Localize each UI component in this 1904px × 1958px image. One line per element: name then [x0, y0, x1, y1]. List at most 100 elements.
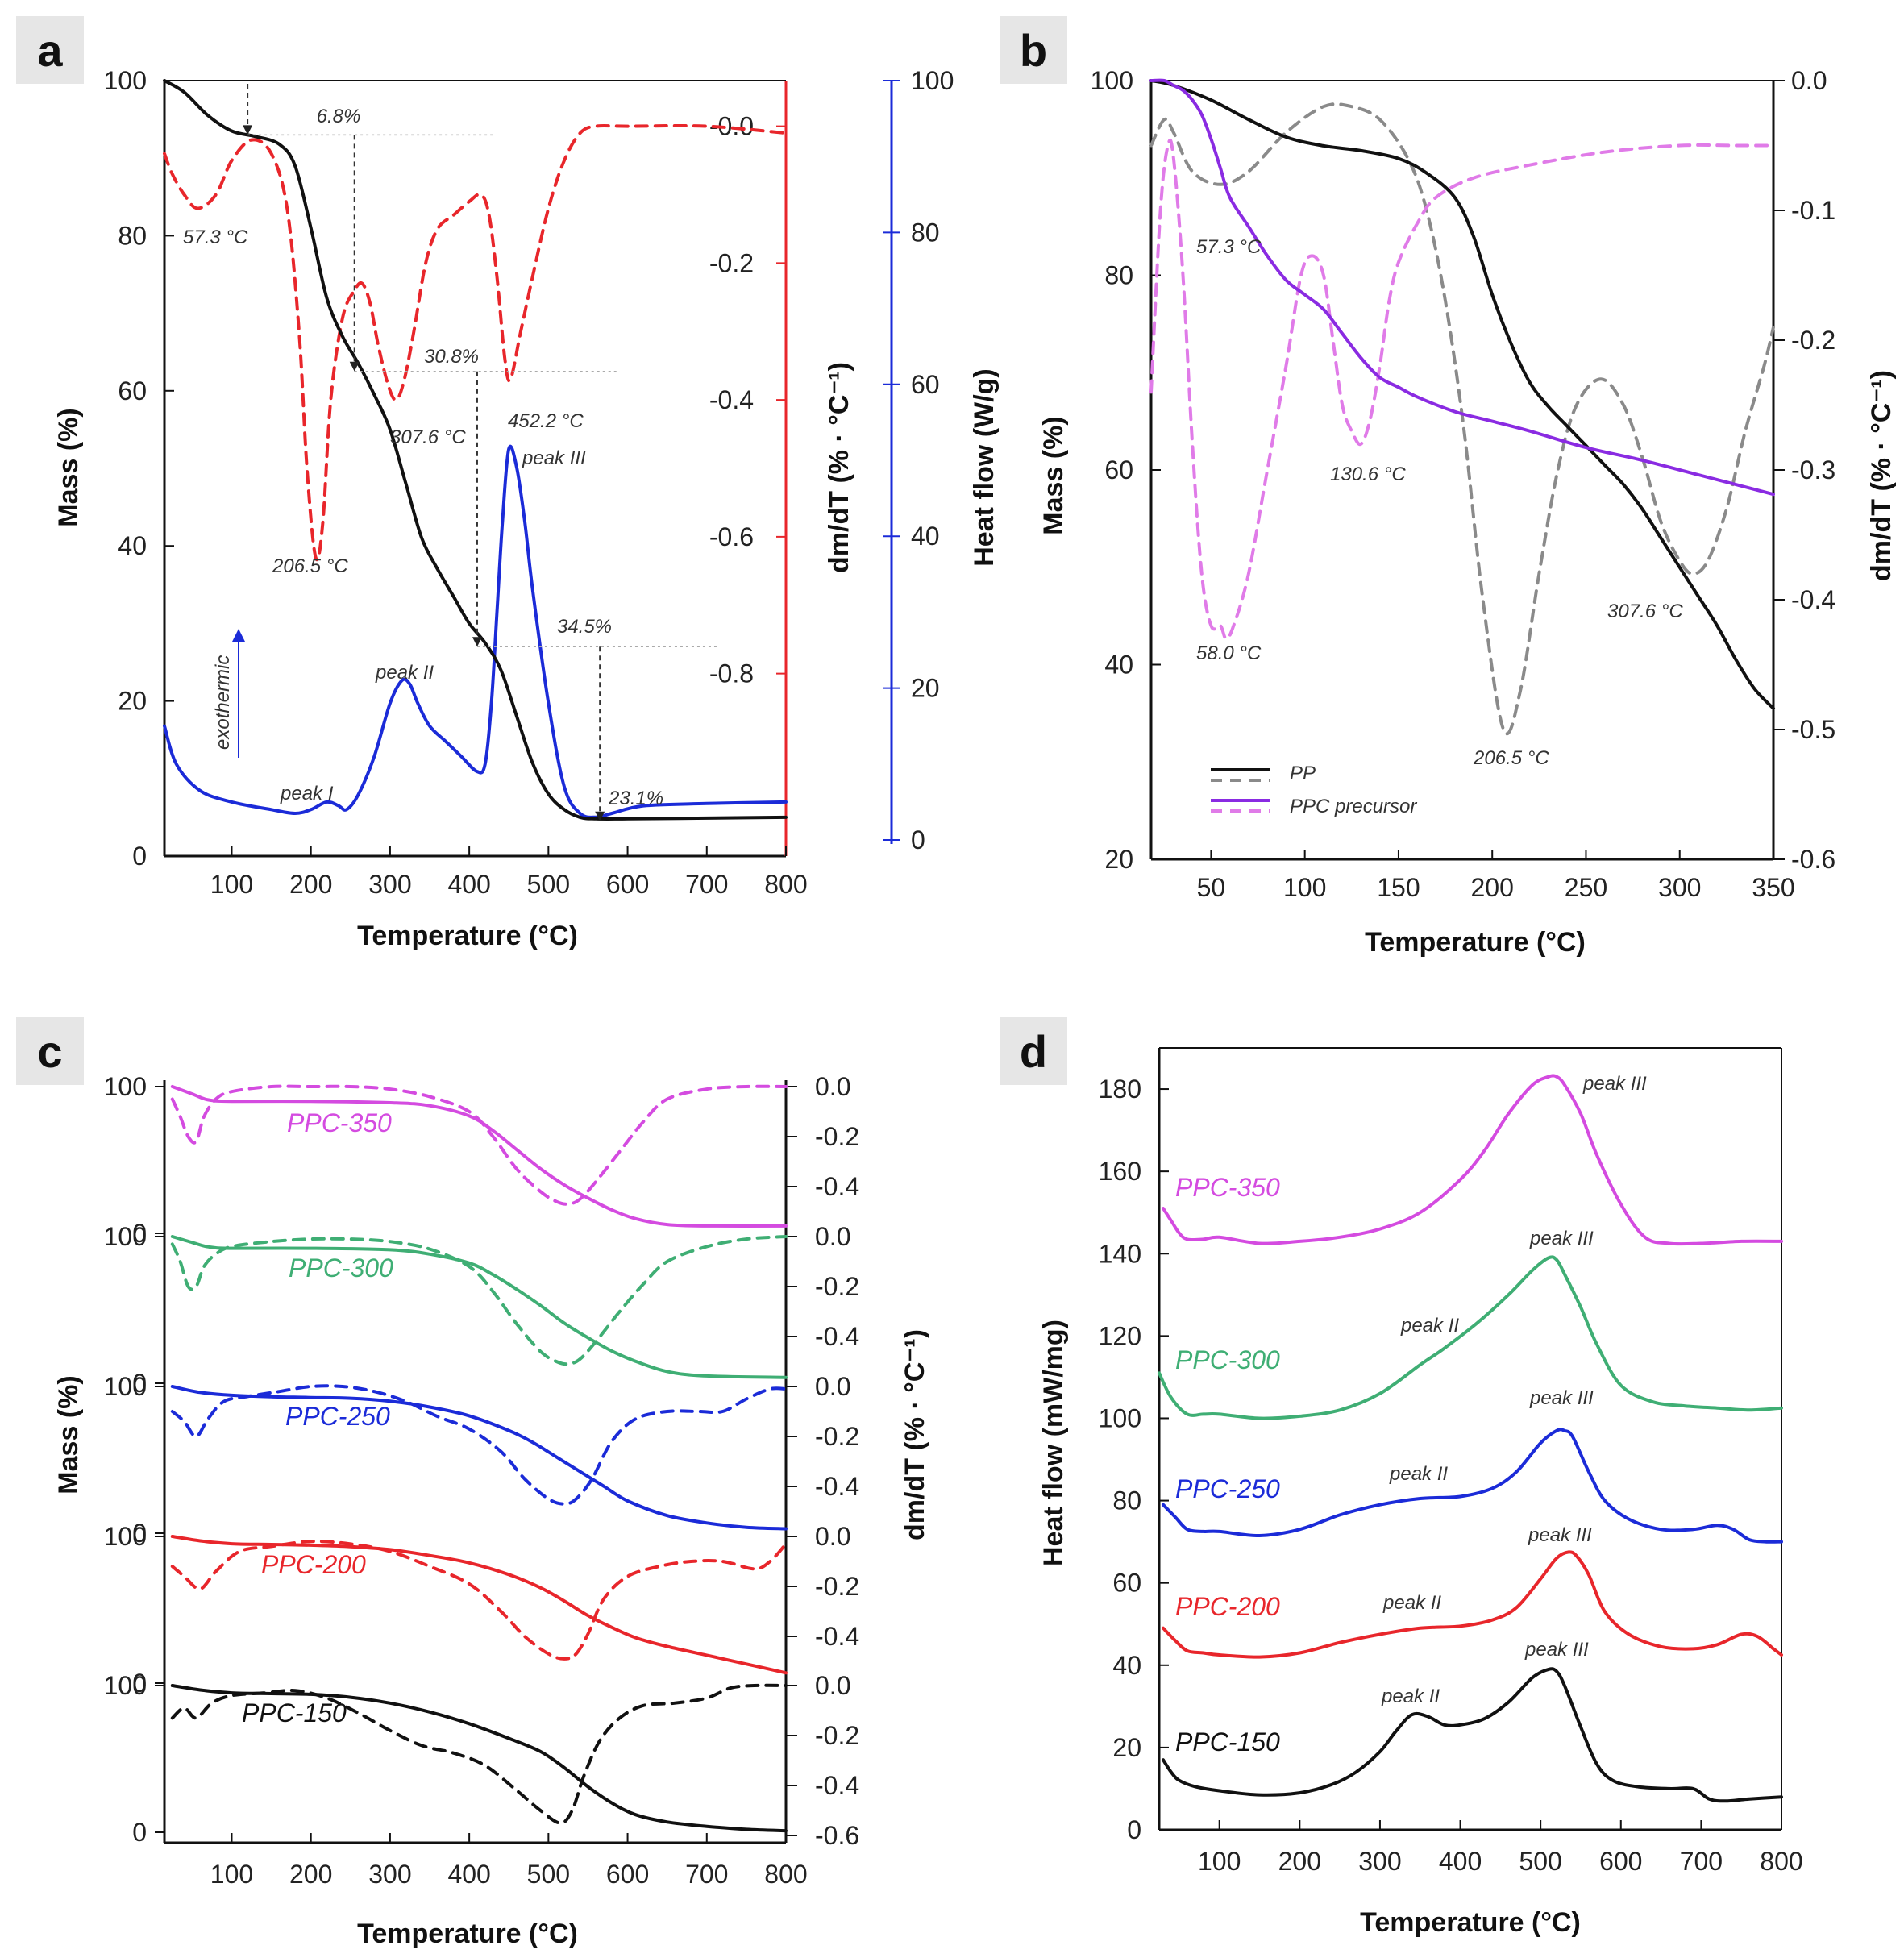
c-y2tick-label: -0.2 — [815, 1272, 859, 1301]
panel-badge-b: b — [1020, 25, 1047, 76]
panel-badge-bg — [1000, 1017, 1067, 1085]
a-y2tick-label: -0.8 — [709, 659, 754, 688]
a-xtick-label: 300 — [368, 870, 411, 899]
b-ytick-label: 60 — [1104, 455, 1133, 484]
c-ytick-label: 100 — [104, 1222, 147, 1251]
a-exo-arrow-head — [232, 629, 245, 642]
d-xtick-label: 500 — [1519, 1847, 1561, 1876]
d-ann-peak3: peak III — [1582, 1073, 1647, 1095]
a-ytick-label: 40 — [118, 531, 147, 560]
b-ann-57.3: 57.3 °C — [1196, 236, 1262, 258]
a-xlabel: Temperature (°C) — [357, 921, 578, 951]
a-ann-57.3: 57.3 °C — [183, 227, 248, 248]
panel-badge-d: d — [1020, 1026, 1047, 1077]
d-series-PPC-300 — [1158, 1255, 1783, 1420]
b-xtick-label: 100 — [1283, 873, 1326, 902]
a-ann-exothermic: exothermic — [212, 655, 234, 750]
d-ytick-label: 60 — [1112, 1569, 1141, 1598]
a-y3tick-label: 40 — [911, 522, 940, 551]
c-y2tick-label: 0.0 — [815, 1522, 850, 1551]
a-ytick-label: 0 — [132, 842, 147, 871]
c-y2tick-label: -0.2 — [815, 1572, 859, 1601]
panel-badge-a: a — [37, 25, 63, 76]
d-ann-peak2: peak II — [1400, 1315, 1459, 1337]
d-label-PPC-350: PPC-350 — [1175, 1173, 1280, 1202]
d-series-PPC-250 — [1162, 1428, 1783, 1544]
b-y2tick-label: -0.1 — [1791, 196, 1835, 225]
a-xtick-label: 800 — [764, 870, 807, 899]
c-y2tick-label: 0.0 — [815, 1372, 850, 1401]
a-xtick-label: 100 — [210, 870, 253, 899]
d-ann-peak3: peak III — [1529, 1228, 1594, 1249]
b-ytick-label: 40 — [1104, 651, 1133, 680]
c-ytick-label: 100 — [104, 1671, 147, 1700]
c-label-PPC-300: PPC-300 — [289, 1253, 393, 1282]
b-ann-307.6: 307.6 °C — [1607, 601, 1683, 622]
d-ytick-label: 140 — [1099, 1239, 1141, 1268]
c-series-PPC-300-dmdt — [170, 1235, 788, 1366]
d-ytick-label: 100 — [1099, 1403, 1141, 1432]
panel-badge-bg — [16, 16, 84, 84]
d-ytick-label: 0 — [1127, 1815, 1141, 1844]
c-xtick-label: 800 — [764, 1860, 807, 1889]
a-ann-6.8: 6.8% — [317, 106, 361, 127]
c-xlabel: Temperature (°C) — [357, 1919, 578, 1949]
d-ytick-label: 80 — [1112, 1486, 1141, 1515]
a-ann-peak2: peak II — [375, 662, 434, 684]
c-label-PPC-200: PPC-200 — [261, 1550, 366, 1579]
c-y2tick-label: -0.2 — [815, 1422, 859, 1451]
a-series-dmdt — [163, 123, 788, 562]
b-xtick-label: 150 — [1377, 873, 1420, 902]
c-xtick-label: 200 — [289, 1860, 332, 1889]
d-label-PPC-150: PPC-150 — [1175, 1727, 1280, 1756]
d-label-PPC-300: PPC-300 — [1175, 1345, 1280, 1374]
b-xtick-label: 250 — [1565, 873, 1607, 902]
a-y3tick-label: 60 — [911, 370, 940, 399]
c-y2tick-label: 0.0 — [815, 1072, 850, 1101]
a-series-heatflow — [163, 444, 788, 819]
b-ytick-label: 100 — [1091, 66, 1133, 95]
d-ytick-label: 120 — [1099, 1321, 1141, 1350]
c-series-PPC-150-mass — [170, 1684, 788, 1833]
b-ytick-label: 20 — [1104, 845, 1133, 874]
b-xtick-label: 50 — [1197, 873, 1226, 902]
b-xtick-label: 350 — [1752, 873, 1794, 902]
d-ytick-label: 180 — [1099, 1075, 1141, 1104]
c-y2tick-label: 0.0 — [815, 1222, 850, 1251]
d-xtick-label: 800 — [1760, 1847, 1802, 1876]
c-ytick-label: 0 — [132, 1669, 147, 1698]
c-series-PPC-350-mass — [170, 1085, 788, 1228]
d-xtick-label: 600 — [1599, 1847, 1642, 1876]
c-xtick-label: 100 — [210, 1860, 253, 1889]
c-y2tick-label: -0.6 — [815, 1821, 859, 1850]
a-ann-peak1: peak I — [280, 783, 334, 804]
b-ann-58.0: 58.0 °C — [1196, 642, 1262, 664]
a-arrow-1-head — [243, 125, 253, 135]
c-y2tick-label: -0.4 — [815, 1472, 859, 1501]
b-ylabel: Mass (%) — [1038, 416, 1069, 534]
c-y2tick-label: -0.2 — [815, 1122, 859, 1151]
c-label-PPC-350: PPC-350 — [287, 1108, 392, 1137]
a-y2tick-label: -0.2 — [709, 248, 754, 277]
c-y2tick-label: -0.4 — [815, 1622, 859, 1651]
a-ann-34.5: 34.5% — [557, 616, 612, 638]
d-ann-peak3: peak III — [1529, 1387, 1594, 1409]
d-ann-peak2: peak II — [1381, 1686, 1440, 1707]
a-ylabel: Mass (%) — [53, 408, 84, 526]
a-ann-206.5: 206.5 °C — [272, 555, 348, 577]
c-series-PPC-300-mass — [170, 1235, 788, 1379]
d-xtick-label: 700 — [1680, 1847, 1723, 1876]
b-series-pp-mass — [1149, 79, 1775, 710]
d-xtick-label: 200 — [1278, 1847, 1321, 1876]
c-y2tick-label: -0.4 — [815, 1771, 859, 1800]
a-ann-peak3: peak III — [522, 447, 586, 469]
b-legend-ppc-label: PPC precursor — [1290, 796, 1417, 817]
c-series-PPC-250-mass — [170, 1385, 788, 1531]
b-series-pp-dmdt — [1149, 102, 1775, 736]
d-series-PPC-350 — [1162, 1074, 1783, 1246]
d-ann-peak2: peak II — [1382, 1592, 1441, 1614]
b-ytick-label: 80 — [1104, 261, 1133, 290]
b-series-ppc-mass — [1149, 78, 1775, 497]
d-ann-peak3: peak III — [1528, 1524, 1592, 1546]
b-xtick-label: 200 — [1471, 873, 1514, 902]
